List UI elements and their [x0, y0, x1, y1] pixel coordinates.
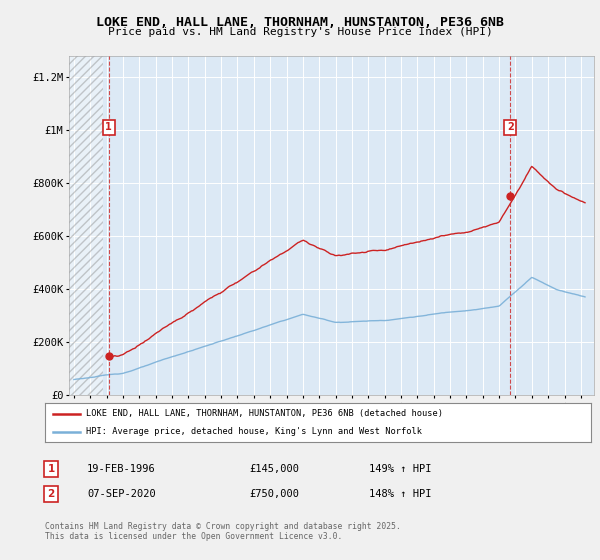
Text: 149% ↑ HPI: 149% ↑ HPI [369, 464, 431, 474]
Text: Price paid vs. HM Land Registry's House Price Index (HPI): Price paid vs. HM Land Registry's House … [107, 27, 493, 37]
Text: 1: 1 [47, 464, 55, 474]
Text: Contains HM Land Registry data © Crown copyright and database right 2025.
This d: Contains HM Land Registry data © Crown c… [45, 522, 401, 542]
Text: HPI: Average price, detached house, King's Lynn and West Norfolk: HPI: Average price, detached house, King… [86, 427, 422, 436]
Text: £145,000: £145,000 [249, 464, 299, 474]
Text: 148% ↑ HPI: 148% ↑ HPI [369, 489, 431, 499]
Text: LOKE END, HALL LANE, THORNHAM, HUNSTANTON, PE36 6NB: LOKE END, HALL LANE, THORNHAM, HUNSTANTO… [96, 16, 504, 29]
Text: £750,000: £750,000 [249, 489, 299, 499]
Text: 2: 2 [507, 123, 514, 133]
Text: 1: 1 [106, 123, 112, 133]
Text: LOKE END, HALL LANE, THORNHAM, HUNSTANTON, PE36 6NB (detached house): LOKE END, HALL LANE, THORNHAM, HUNSTANTO… [86, 409, 443, 418]
Text: 2: 2 [47, 489, 55, 499]
Text: 19-FEB-1996: 19-FEB-1996 [87, 464, 156, 474]
Bar [69, 56, 103, 395]
Text: 07-SEP-2020: 07-SEP-2020 [87, 489, 156, 499]
